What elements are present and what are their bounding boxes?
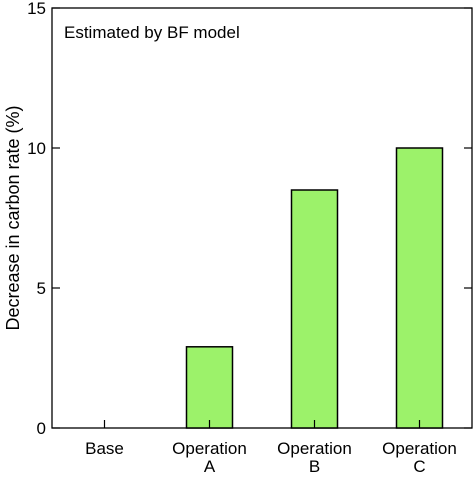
bar-operation-c [395, 147, 444, 429]
bar-operation-a [185, 346, 234, 429]
x-tick-label-operation-c: Operation C [382, 439, 457, 476]
y-axis-label: Decrease in carbon rate (%) [3, 105, 23, 330]
plot-area: 0 5 10 15 [27, 0, 473, 438]
y-tick-label-0: 0 [37, 419, 46, 438]
x-axis-category-labels: Base Operation A Operation B Operation C [85, 439, 457, 476]
chart-annotation: Estimated by BF model [64, 23, 240, 42]
x-axis-ticks [103, 420, 421, 428]
y-axis-ticks: 0 5 10 15 [27, 0, 472, 438]
y-tick-label-10: 10 [27, 139, 46, 158]
x-tick-label-operation-b: Operation B [277, 439, 352, 476]
bar-group [185, 147, 444, 429]
y-tick-label-15: 15 [27, 0, 46, 18]
x-tick-label-base: Base [85, 439, 124, 458]
x-tick-label-operation-a: Operation A [172, 439, 247, 476]
plot-frame [51, 7, 473, 429]
bar-operation-b [290, 189, 339, 429]
y-tick-label-5: 5 [37, 279, 46, 298]
